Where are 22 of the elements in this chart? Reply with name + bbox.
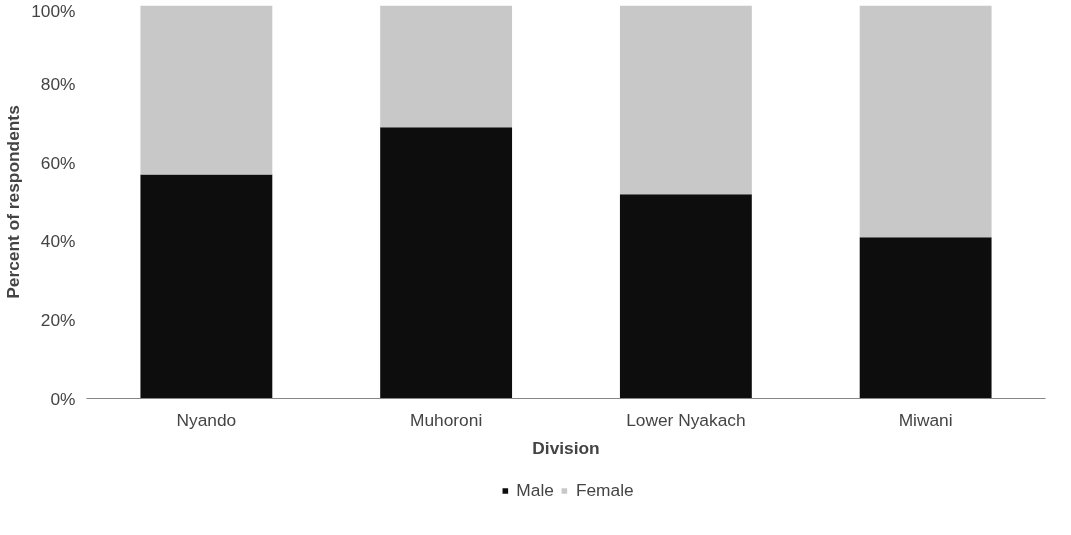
bar [380,5,513,128]
bar [859,5,992,238]
y-tick-label: 20% [40,309,76,330]
x-axis-title: Division [532,437,600,458]
legend-label: Female [575,479,634,501]
y-axis-title: Percent of respondents [3,105,24,299]
y-tick-label: 80% [40,74,76,95]
x-tick-label: Miwani [898,409,953,430]
bar [619,5,752,195]
bar [859,237,992,399]
bar [140,5,273,175]
y-tick-label: 60% [40,152,76,173]
bar [380,127,513,399]
y-tick-label: 100% [31,0,76,21]
x-tick-label: Nyando [176,409,237,430]
y-tick-label: 0% [50,388,76,409]
x-tick-label: Lower Nyakach [626,409,746,430]
x-tick-label: Muhoroni [410,409,483,430]
y-tick-label: 40% [40,231,76,252]
legend-label: Male [516,479,554,501]
bar [619,194,752,399]
bar [140,174,273,399]
